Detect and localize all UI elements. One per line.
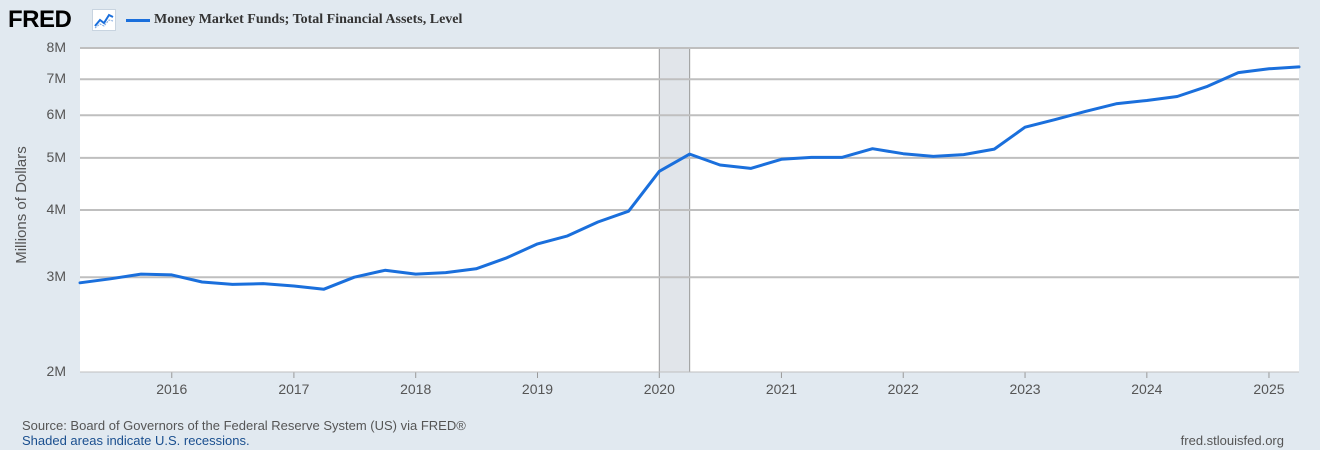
x-tick-label: 2024 (1131, 381, 1162, 397)
x-tick-label: 2019 (522, 381, 553, 397)
line-chart-icon (92, 9, 116, 31)
y-tick-label: 4M (47, 201, 66, 217)
legend-swatch (126, 19, 150, 22)
series-line (78, 65, 1301, 291)
source-note: Source: Board of Governors of the Federa… (22, 418, 466, 433)
x-tick-label: 2017 (278, 381, 309, 397)
x-tick-label: 2023 (1009, 381, 1040, 397)
chart-header: FRED Money Market Funds; Total Financial… (0, 0, 1320, 40)
y-tick-label: 8M (47, 39, 66, 55)
fred-url[interactable]: fred.stlouisfed.org (1180, 433, 1284, 448)
y-tick-label: 5M (47, 149, 66, 165)
y-tick-label: 3M (47, 268, 66, 284)
x-tick-label: 2022 (888, 381, 919, 397)
y-tick-label: 7M (47, 70, 66, 86)
y-tick-label: 2M (47, 363, 66, 379)
y-axis-label: Millions of Dollars (13, 146, 30, 264)
x-tick-label: 2021 (766, 381, 797, 397)
legend-label: Money Market Funds; Total Financial Asse… (154, 12, 463, 27)
recession-note: Shaded areas indicate U.S. recessions. (22, 433, 250, 448)
x-tick-label: 2020 (644, 381, 675, 397)
x-tick-label: 2016 (156, 381, 187, 397)
fred-logo[interactable]: FRED (8, 6, 72, 33)
x-tick-label: 2025 (1253, 381, 1284, 397)
y-tick-label: 6M (47, 106, 66, 122)
x-tick-label: 2018 (400, 381, 431, 397)
